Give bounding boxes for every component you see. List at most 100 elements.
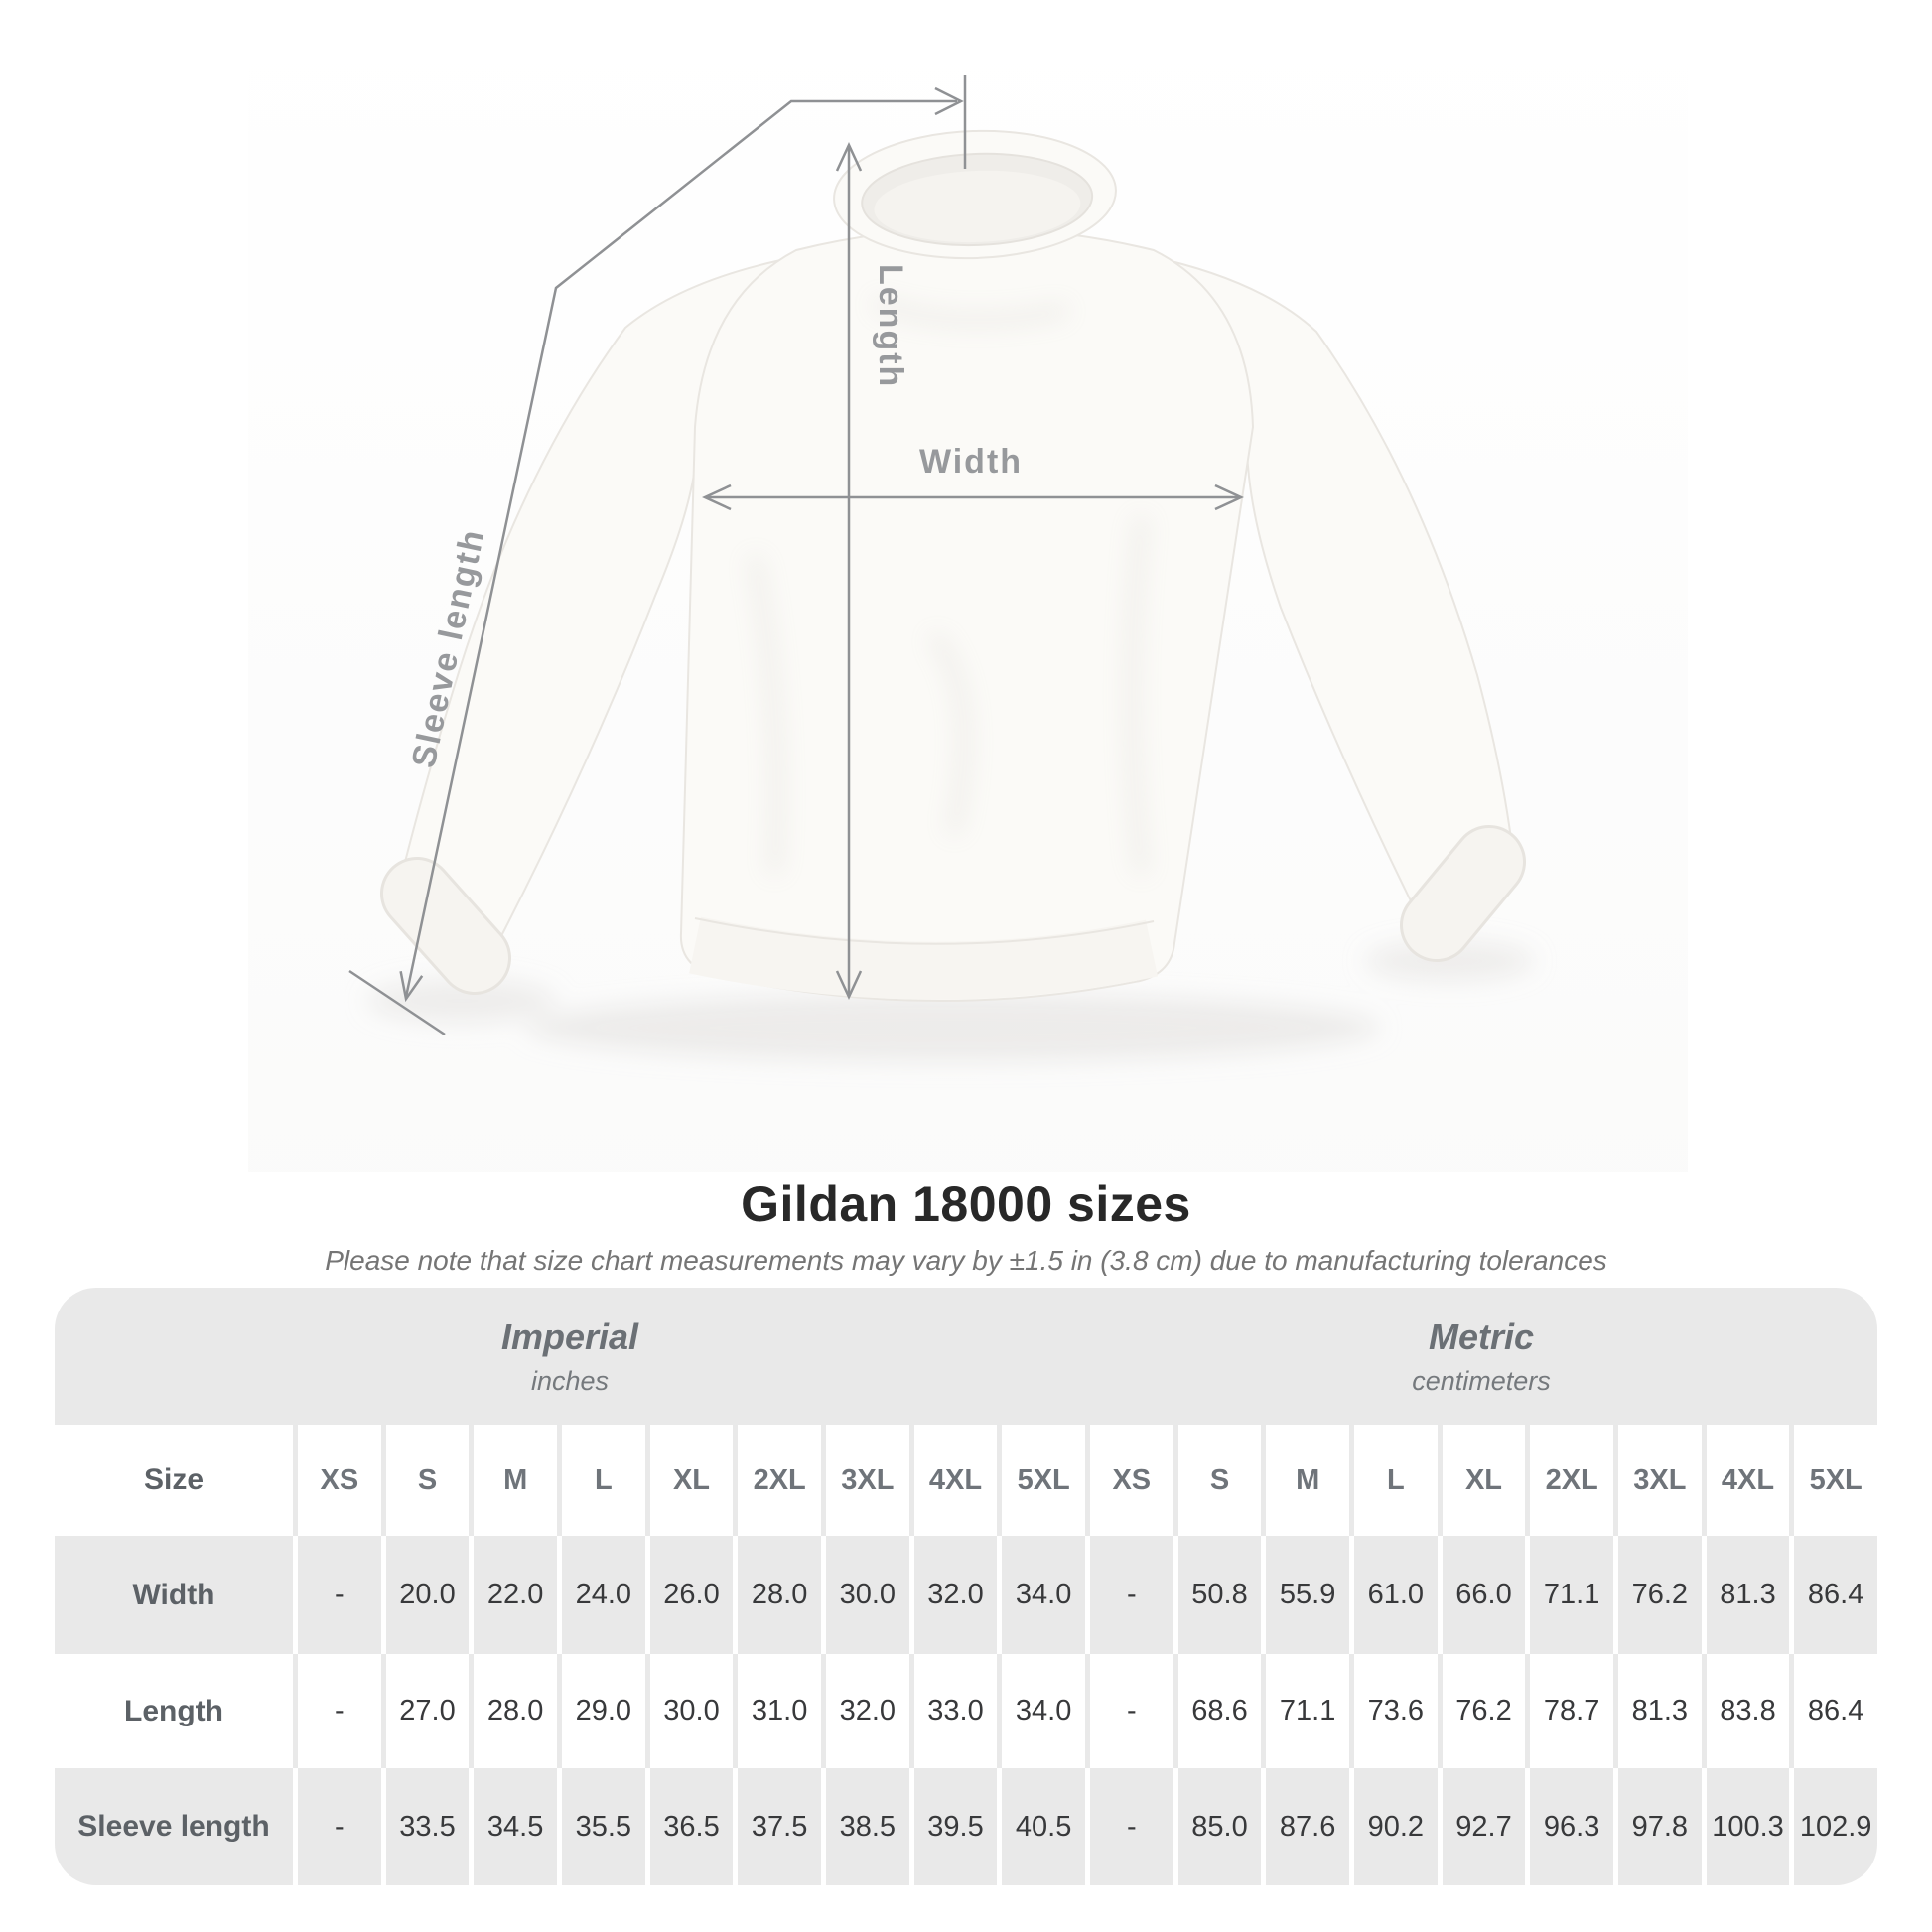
fabric-folds — [748, 296, 1149, 875]
size-header-imperial-M: M — [469, 1425, 557, 1536]
measurement-lines — [348, 75, 1244, 1036]
table-cell: 27.0 — [380, 1654, 470, 1768]
arrowhead-sleeve-end — [399, 971, 424, 1003]
table-cell: 31.0 — [733, 1654, 821, 1768]
size-column-header: Size — [55, 1425, 293, 1536]
garment-shadow — [367, 941, 1534, 1061]
table-cell: 76.2 — [1437, 1654, 1526, 1768]
sweatshirt-diagram-svg: Width Length Sleeve length — [248, 0, 1688, 1172]
table-cell: 29.0 — [556, 1654, 645, 1768]
table-cell: 76.2 — [1612, 1536, 1702, 1654]
table-cell: 39.5 — [908, 1768, 998, 1885]
table-cell: 28.0 — [469, 1654, 557, 1768]
right-cuff — [1400, 825, 1526, 962]
table-cell: 81.3 — [1701, 1536, 1790, 1654]
size-header-imperial-5XL: 5XL — [997, 1425, 1085, 1536]
table-cell: 92.7 — [1437, 1768, 1526, 1885]
table-cell: 97.8 — [1612, 1768, 1702, 1885]
table-cell: 90.2 — [1348, 1768, 1438, 1885]
size-header-imperial-S: S — [380, 1425, 470, 1536]
table-cell: 26.0 — [644, 1536, 734, 1654]
table-cell: 73.6 — [1348, 1654, 1438, 1768]
table-cell: 100.3 — [1701, 1768, 1790, 1885]
table-cell: 86.4 — [1789, 1654, 1877, 1768]
sleeve-length-line — [404, 99, 957, 998]
table-cell: 71.1 — [1525, 1536, 1613, 1654]
table-cell: 87.6 — [1261, 1768, 1349, 1885]
table-cell: 78.7 — [1525, 1654, 1613, 1768]
size-header-imperial-3XL: 3XL — [820, 1425, 909, 1536]
arrowhead-left — [702, 483, 732, 511]
product-measurement-diagram: Width Length Sleeve length — [248, 0, 1688, 1172]
page-title: Gildan 18000 sizes — [741, 1175, 1191, 1232]
unit-group-name: Imperial — [500, 1315, 639, 1357]
table-cell: 34.5 — [469, 1768, 557, 1885]
table-cell: 33.5 — [380, 1768, 470, 1885]
unit-group-unit: centimeters — [1412, 1365, 1551, 1396]
unit-group-1: Metric centimeters — [1084, 1288, 1877, 1425]
table-cell: 38.5 — [820, 1768, 909, 1885]
unit-group-unit: inches — [530, 1365, 610, 1396]
table-cell: 28.0 — [733, 1536, 821, 1654]
table-cell: 32.0 — [908, 1536, 998, 1654]
size-header-imperial-XL: XL — [644, 1425, 734, 1536]
size-header-metric-5XL: 5XL — [1789, 1425, 1877, 1536]
unit-group-0: Imperial inches — [55, 1288, 1085, 1425]
table-cell: 36.5 — [644, 1768, 734, 1885]
unit-group-name: Metric — [1428, 1315, 1534, 1357]
tolerance-note: Please note that size chart measurements… — [325, 1245, 1607, 1276]
table-cell: 22.0 — [469, 1536, 557, 1654]
row-label: Length — [55, 1654, 293, 1768]
size-header-metric-2XL: 2XL — [1525, 1425, 1613, 1536]
cuff-reference-tick — [348, 969, 446, 1036]
length-label: Length — [872, 264, 909, 388]
size-header-metric-S: S — [1173, 1425, 1262, 1536]
size-header-metric-4XL: 4XL — [1701, 1425, 1790, 1536]
size-header-imperial-XS: XS — [293, 1425, 381, 1536]
table-cell: 34.0 — [997, 1654, 1085, 1768]
table-cell: - — [1084, 1536, 1173, 1654]
size-table: Imperial inches Metric centimeters Size XS S M L… — [55, 1288, 1877, 1885]
table-cell: 24.0 — [556, 1536, 645, 1654]
table-cell: - — [293, 1654, 381, 1768]
table-cell: - — [293, 1536, 381, 1654]
table-cell: 55.9 — [1261, 1536, 1349, 1654]
arrowhead-down — [835, 970, 863, 1000]
size-header-imperial-L: L — [556, 1425, 645, 1536]
table-cell: 50.8 — [1173, 1536, 1262, 1654]
width-label: Width — [919, 443, 1023, 481]
size-header-imperial-4XL: 4XL — [908, 1425, 998, 1536]
collar — [833, 129, 1117, 260]
size-header-metric-M: M — [1261, 1425, 1349, 1536]
table-cell: 30.0 — [820, 1536, 909, 1654]
table-cell: 35.5 — [556, 1768, 645, 1885]
table-cell: 32.0 — [820, 1654, 909, 1768]
table-cell: - — [1084, 1768, 1173, 1885]
table-cell: 20.0 — [380, 1536, 470, 1654]
table-cell: 30.0 — [644, 1654, 734, 1768]
size-header-metric-XS: XS — [1084, 1425, 1173, 1536]
table-cell: 34.0 — [997, 1536, 1085, 1654]
table-cell: 86.4 — [1789, 1536, 1877, 1654]
table-cell: - — [1084, 1654, 1173, 1768]
size-header-metric-XL: XL — [1437, 1425, 1526, 1536]
table-cell: 66.0 — [1437, 1536, 1526, 1654]
table-cell: - — [293, 1768, 381, 1885]
table-cell: 33.0 — [908, 1654, 998, 1768]
table-cell: 40.5 — [997, 1768, 1085, 1885]
table-cell: 85.0 — [1173, 1768, 1262, 1885]
table-cell: 83.8 — [1701, 1654, 1790, 1768]
table-cell: 96.3 — [1525, 1768, 1613, 1885]
table-cell: 71.1 — [1261, 1654, 1349, 1768]
row-label: Sleeve length — [55, 1768, 293, 1885]
arrowhead-up — [835, 142, 863, 172]
size-header-metric-L: L — [1348, 1425, 1438, 1536]
table-cell: 37.5 — [733, 1768, 821, 1885]
table-cell: 61.0 — [1348, 1536, 1438, 1654]
body-panel — [679, 227, 1255, 1003]
table-cell: 81.3 — [1612, 1654, 1702, 1768]
size-header-metric-3XL: 3XL — [1612, 1425, 1702, 1536]
arrowhead-right — [934, 86, 964, 116]
hem-band — [689, 916, 1159, 1000]
